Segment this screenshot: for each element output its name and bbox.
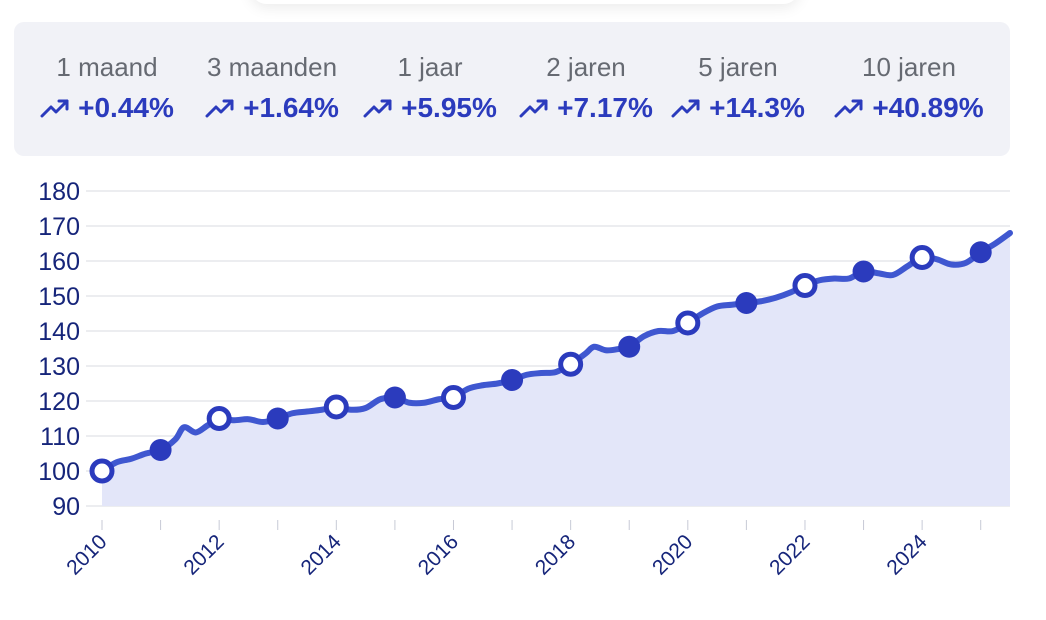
data-point xyxy=(501,369,524,391)
data-point xyxy=(383,386,406,409)
x-tick-label: 2020 xyxy=(648,530,697,579)
x-tick-label: 2012 xyxy=(179,530,228,579)
data-point xyxy=(909,245,935,270)
y-tick-label: 100 xyxy=(38,458,80,486)
area-fill xyxy=(102,233,1010,506)
stat-change: +14.3% xyxy=(662,92,814,124)
y-axis: 180 170 160 150 140 130 120 110 100 90 xyxy=(38,178,80,521)
trending-up-icon xyxy=(834,99,863,118)
data-point xyxy=(792,273,818,298)
stat-period-label: 10 jaren xyxy=(862,52,956,82)
stat-3-maanden: 3 maanden +1.64% xyxy=(192,22,352,156)
y-tick-label: 140 xyxy=(38,318,80,346)
data-point xyxy=(852,260,875,283)
stat-period-label: 5 jaren xyxy=(698,52,778,82)
stat-change-value: +0.44% xyxy=(78,92,174,123)
x-tick-label: 2010 xyxy=(62,530,111,579)
y-tick-label: 170 xyxy=(38,213,80,241)
x-tick-label: 2024 xyxy=(882,530,932,580)
stat-change: +7.17% xyxy=(510,92,662,124)
stat-1-jaar: 1 jaar +5.95% xyxy=(352,22,508,156)
top-card-edge xyxy=(250,0,800,4)
y-tick-label: 130 xyxy=(38,353,80,381)
data-point xyxy=(735,292,758,314)
stat-period-label: 1 maand xyxy=(56,52,158,82)
data-point xyxy=(618,335,641,358)
x-tick-label: 2014 xyxy=(297,530,347,580)
y-tick-label: 180 xyxy=(38,178,80,206)
stat-change-value: +7.17% xyxy=(557,92,653,123)
data-point xyxy=(89,458,115,484)
data-point xyxy=(969,241,992,264)
stat-change: +5.95% xyxy=(352,92,508,124)
stat-change: +0.44% xyxy=(22,92,192,124)
trending-up-icon xyxy=(519,99,548,118)
data-point xyxy=(558,351,584,377)
stat-period-label: 1 jaar xyxy=(397,52,463,82)
x-axis: 2010 2012 2014 2016 2018 2020 2022 2024 xyxy=(62,520,982,580)
y-tick-label: 90 xyxy=(52,493,80,521)
data-point xyxy=(440,385,466,410)
stat-period-label: 2 jaren xyxy=(546,52,626,82)
data-point xyxy=(675,310,701,336)
stat-change: +1.64% xyxy=(192,92,352,124)
x-tick-label: 2016 xyxy=(414,530,463,579)
stat-change-value: +40.89% xyxy=(872,92,984,123)
stat-period-label: 3 maanden xyxy=(206,52,338,82)
data-markers xyxy=(89,241,992,484)
data-point xyxy=(206,406,232,431)
stat-change: +40.89% xyxy=(816,92,1002,124)
stat-5-jaren: 5 jaren +14.3% xyxy=(662,22,814,156)
stat-2-jaren: 2 jaren +7.17% xyxy=(510,22,662,156)
trending-up-icon xyxy=(205,99,234,118)
y-tick-label: 120 xyxy=(38,388,80,416)
stat-change-value: +5.95% xyxy=(401,92,497,123)
x-tick-label: 2018 xyxy=(531,530,580,579)
trending-up-icon xyxy=(40,99,69,118)
y-tick-label: 110 xyxy=(40,423,80,451)
trending-up-icon xyxy=(363,99,392,118)
performance-panel: 1 maand +0.44% 3 maanden +1.64% 1 jaar +… xyxy=(14,22,1010,156)
trending-up-icon xyxy=(671,99,700,118)
stat-10-jaren: 10 jaren +40.89% xyxy=(816,22,1002,156)
y-tick-label: 150 xyxy=(38,283,80,311)
stat-change-value: +1.64% xyxy=(243,92,339,123)
y-tick-label: 160 xyxy=(38,248,80,276)
data-point xyxy=(323,394,349,420)
stat-1-maand: 1 maand +0.44% xyxy=(22,22,192,156)
x-tick-label: 2022 xyxy=(765,530,814,579)
data-point xyxy=(149,439,172,461)
stat-change-value: +14.3% xyxy=(709,92,805,123)
data-point xyxy=(266,407,289,430)
series-line xyxy=(99,230,1013,474)
